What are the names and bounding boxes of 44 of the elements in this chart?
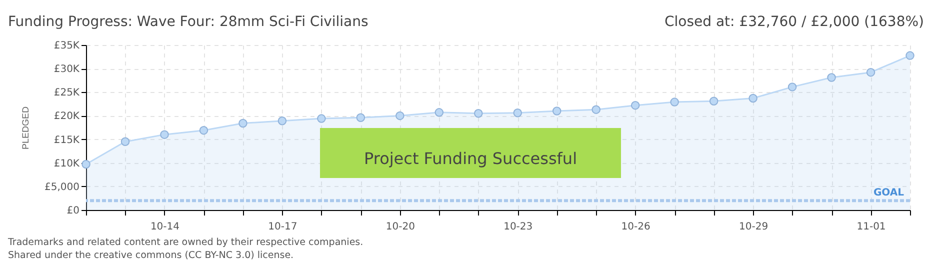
y-tick-label: £0 <box>66 206 80 216</box>
x-tick-label: 11-01 <box>856 222 886 232</box>
y-tick-label: £35K <box>54 40 80 52</box>
chart-title: Funding Progress: Wave Four: 28mm Sci-Fi Civilians <box>8 14 368 30</box>
x-tick-label: 10-20 <box>386 222 415 232</box>
point <box>396 111 404 120</box>
y-tick-label: £10K <box>54 158 80 170</box>
point <box>434 108 444 117</box>
x-tick-label: 10-17 <box>268 222 298 232</box>
y-tick-label: £20K <box>54 111 80 122</box>
point <box>278 116 287 126</box>
point <box>906 51 914 60</box>
point <box>630 100 640 110</box>
point <box>866 68 876 77</box>
text: Trademarks and related content are owned by their respective companies. <box>8 236 364 249</box>
point <box>827 73 836 82</box>
point <box>474 108 483 118</box>
point <box>513 108 522 118</box>
point <box>238 118 248 128</box>
point <box>82 160 90 169</box>
point <box>709 96 718 106</box>
point <box>120 137 130 146</box>
y-axis-title: PLEDGED <box>20 106 31 150</box>
y-tick-label: £15K <box>54 134 80 146</box>
ref-line-label: GOAL <box>873 188 905 199</box>
text: Shared under the creative commons (CC BY-NC 3.0) license. <box>8 249 295 262</box>
y-tick-label: £30K <box>54 64 80 76</box>
point <box>788 82 797 92</box>
x-tick-label: 10-14 <box>150 222 180 232</box>
point <box>317 114 326 123</box>
point <box>356 113 366 122</box>
point <box>199 126 208 135</box>
point <box>552 106 562 116</box>
x-tick-label: 10-29 <box>739 222 768 232</box>
x-tick-label: 10-23 <box>504 222 533 232</box>
point <box>748 94 758 103</box>
point <box>160 130 169 139</box>
point <box>670 98 679 106</box>
x-tick-label: 10-26 <box>621 222 650 232</box>
y-tick-label: £5,000 <box>44 182 80 193</box>
y-tick-label: £25K <box>54 88 80 99</box>
point <box>592 105 600 114</box>
chart-subtitle: Closed at: £32,760 / £2,000 (1638%) <box>664 14 924 30</box>
banner-box: Project Funding Successful <box>320 128 621 178</box>
